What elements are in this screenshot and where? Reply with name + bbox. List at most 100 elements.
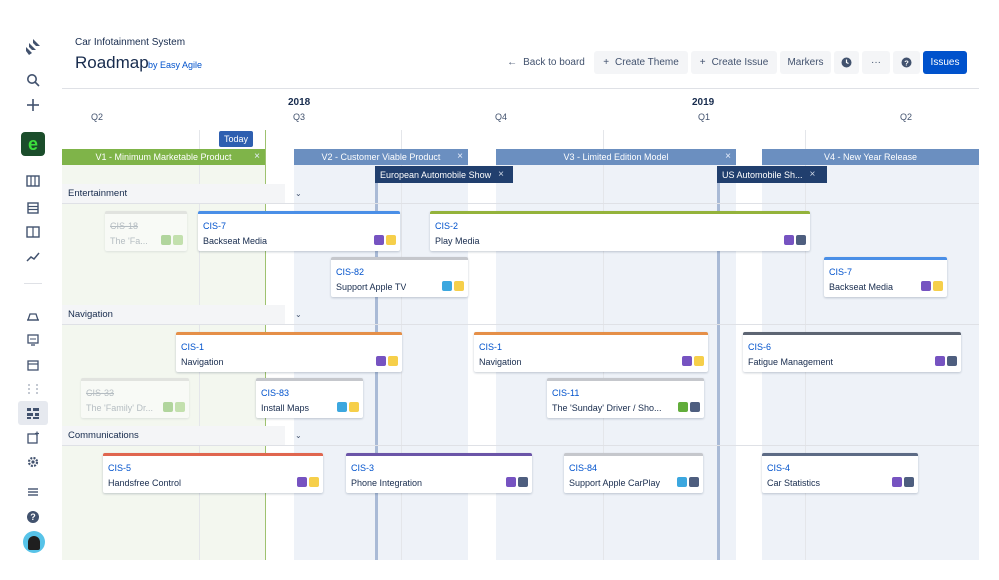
issue-card[interactable]: CIS-83 Install Maps (256, 378, 363, 418)
roadmap-timeline: 2018 2019 Q2 Q3 Q4 Q1 Q2 Today V1 - Mini… (62, 88, 979, 560)
roadmap-grid-icon[interactable] (22, 402, 44, 424)
today-marker[interactable]: Today (219, 131, 253, 147)
epic-icon (921, 281, 931, 291)
markers-button[interactable]: Markers (780, 51, 831, 74)
issue-card[interactable]: CIS-33 The 'Family' Dr... (81, 378, 189, 418)
help-icon[interactable]: ? (22, 506, 44, 528)
quarter-label: Q4 (495, 112, 508, 122)
divider-dots-icon[interactable] (22, 378, 44, 400)
issue-card[interactable]: CIS-3 Phone Integration (346, 453, 532, 493)
add-page-icon[interactable] (22, 427, 44, 449)
user-avatar[interactable] (23, 531, 45, 553)
status-icon (518, 477, 528, 487)
issue-card[interactable]: CIS-18 The 'Fa... (105, 211, 187, 251)
theme-header-entertainment[interactable]: Entertainment (62, 184, 285, 203)
version-bar-v4[interactable]: V4 - New Year Release (762, 149, 979, 165)
marker-european-show[interactable]: European Automobile Show × (375, 166, 513, 183)
issue-card[interactable]: CIS-6 Fatigue Management (743, 332, 961, 372)
epic-icon (506, 477, 516, 487)
svg-text:?: ? (904, 58, 909, 67)
checkbox-task-icon (442, 281, 452, 291)
status-icon (689, 477, 699, 487)
easy-agile-logo-icon[interactable]: e (21, 132, 45, 156)
more-options-button[interactable]: ··· (862, 51, 890, 74)
reports-icon[interactable] (22, 246, 44, 268)
issue-card[interactable]: CIS-84 Support Apple CarPlay (564, 453, 703, 493)
clock-button[interactable] (834, 51, 859, 74)
status-icon (454, 281, 464, 291)
monitor-icon[interactable] (22, 329, 44, 351)
status-icon (904, 477, 914, 487)
version-bar-v2[interactable]: V2 - Customer Viable Product × (294, 149, 468, 165)
version-bar-v3[interactable]: V3 - Limited Edition Model × (496, 149, 736, 165)
calendar-icon[interactable] (22, 354, 44, 376)
epic-icon (784, 235, 794, 245)
columns-icon[interactable] (22, 221, 44, 243)
status-icon (349, 402, 359, 412)
project-name[interactable]: Car Infotainment System (75, 37, 186, 48)
help-button[interactable]: ? (893, 51, 920, 74)
close-icon[interactable]: × (498, 169, 504, 180)
story-icon (678, 402, 688, 412)
status-icon (947, 356, 957, 366)
jira-logo-icon[interactable] (22, 36, 44, 58)
issue-card[interactable]: CIS-1 Navigation (474, 332, 708, 372)
epic-icon (682, 356, 692, 366)
version-bar-v1[interactable]: V1 - Minimum Marketable Product × (62, 149, 265, 165)
status-icon (694, 356, 704, 366)
releases-icon[interactable] (22, 305, 44, 327)
status-icon (386, 235, 396, 245)
create-plus-icon[interactable] (22, 94, 44, 116)
quarter-label: Q3 (293, 112, 306, 122)
close-icon[interactable]: × (457, 151, 463, 162)
close-icon[interactable]: × (725, 151, 731, 162)
settings-gear-icon[interactable] (22, 451, 44, 473)
back-to-board-button[interactable]: ← Back to board (507, 57, 585, 68)
close-icon[interactable]: × (254, 151, 260, 162)
issue-card[interactable]: CIS-4 Car Statistics (762, 453, 918, 493)
story-icon (163, 402, 173, 412)
epic-icon (374, 235, 384, 245)
epic-icon (935, 356, 945, 366)
theme-header-navigation[interactable]: Navigation (62, 305, 285, 324)
sidebar-divider (24, 283, 42, 284)
quarter-label: Q1 (698, 112, 711, 122)
chevron-down-icon[interactable]: ⌄ (295, 310, 302, 319)
board-icon[interactable] (22, 170, 44, 192)
backlog-icon[interactable] (22, 197, 44, 219)
checkbox-task-icon (337, 402, 347, 412)
issue-card[interactable]: CIS-11 The 'Sunday' Driver / Sho... (547, 378, 704, 418)
issue-card[interactable]: CIS-1 Navigation (176, 332, 402, 372)
close-icon[interactable]: × (809, 169, 816, 180)
byline-link[interactable]: by Easy Agile (148, 60, 203, 70)
menu-icon[interactable] (22, 481, 44, 503)
help-icon: ? (901, 57, 912, 68)
epic-icon (892, 477, 902, 487)
svg-text:?: ? (30, 512, 36, 522)
issue-card[interactable]: CIS-7 Backseat Media (198, 211, 400, 251)
swimlane-border (62, 445, 979, 446)
global-sidebar: e ? (0, 0, 62, 580)
theme-header-communications[interactable]: Communications (62, 426, 285, 445)
plus-icon: + (603, 57, 610, 68)
status-icon (173, 235, 183, 245)
chevron-down-icon[interactable]: ⌄ (295, 189, 302, 198)
status-icon (309, 477, 319, 487)
quarter-label: Q2 (91, 112, 104, 122)
issue-card[interactable]: CIS-82 Support Apple TV (331, 257, 468, 297)
timeline-top-border (62, 88, 979, 89)
issue-card[interactable]: CIS-7 Backseat Media (824, 257, 947, 297)
issues-button[interactable]: Issues (923, 51, 967, 74)
plus-icon: + (699, 57, 706, 68)
story-icon (161, 235, 171, 245)
create-theme-button[interactable]: + Create Theme (594, 51, 688, 74)
chevron-down-icon[interactable]: ⌄ (295, 431, 302, 440)
issue-card[interactable]: CIS-2 Play Media (430, 211, 810, 251)
search-icon[interactable] (22, 69, 44, 91)
create-issue-button[interactable]: + Create Issue (691, 51, 777, 74)
checkbox-task-icon (677, 477, 687, 487)
year-label: 2018 (288, 97, 311, 108)
marker-us-show[interactable]: US Automobile Sh... × (717, 166, 827, 183)
issue-card[interactable]: CIS-5 Handsfree Control (103, 453, 323, 493)
epic-icon (297, 477, 307, 487)
